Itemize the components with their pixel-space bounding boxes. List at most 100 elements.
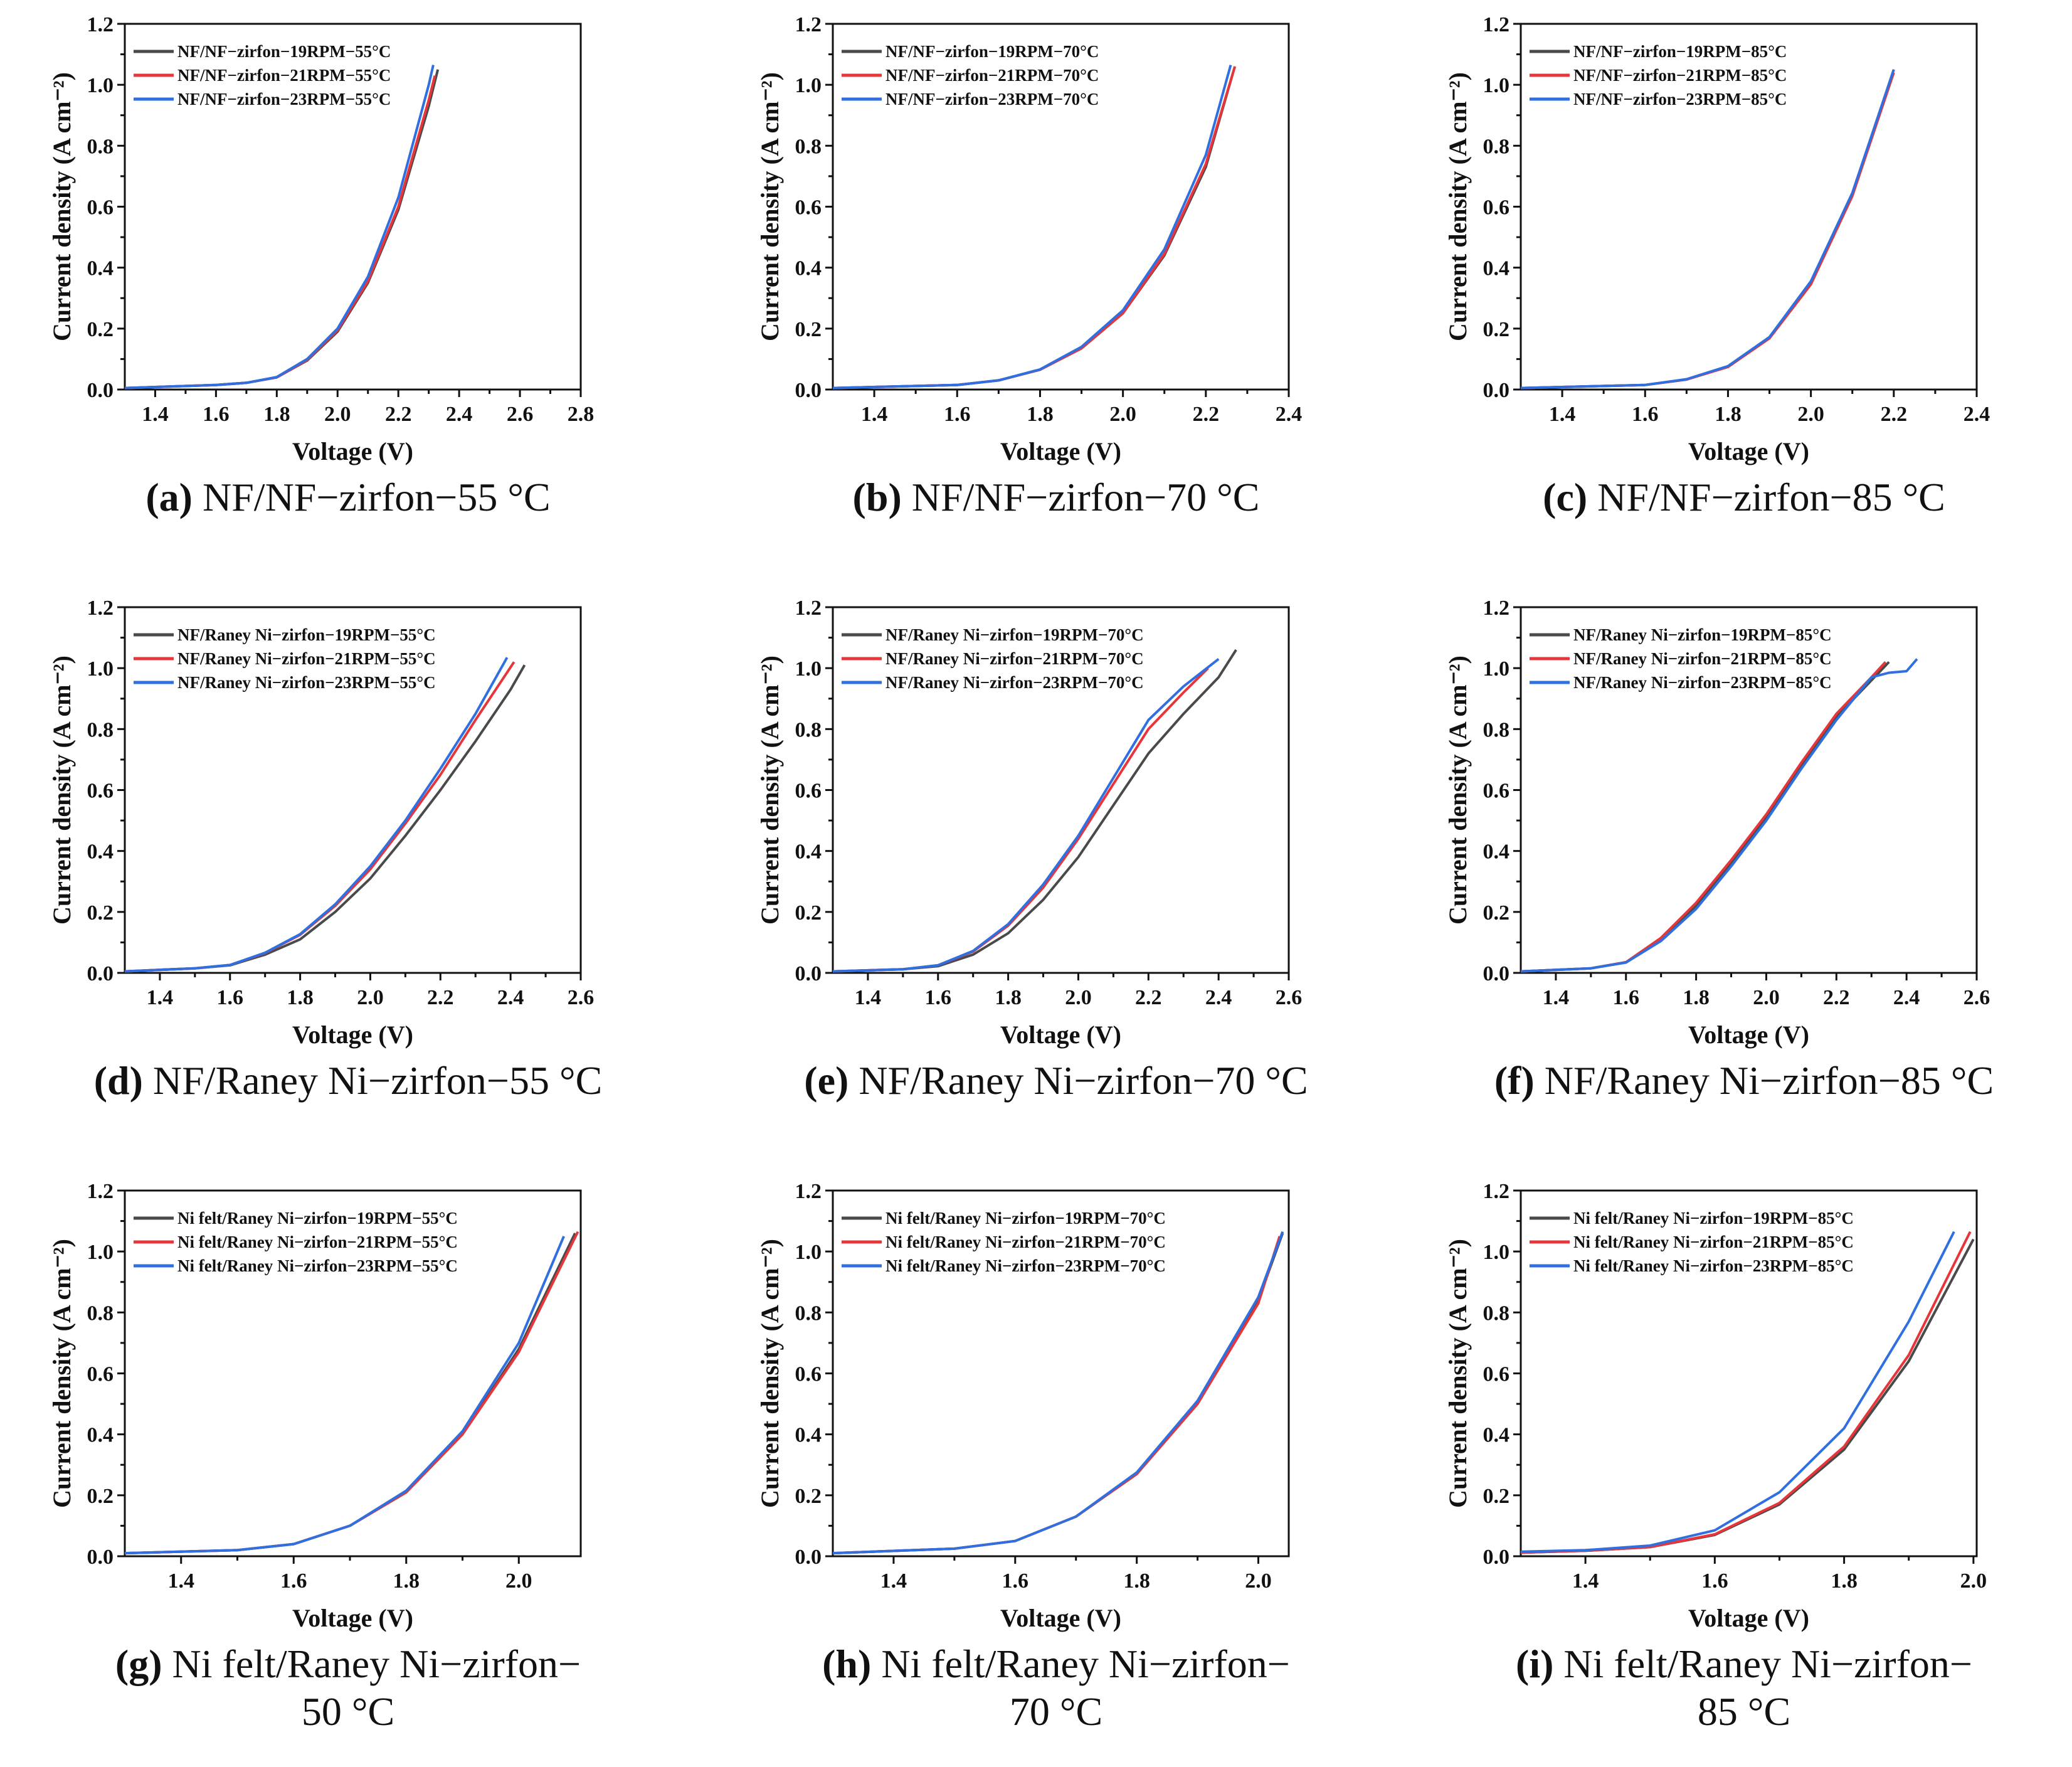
panel-caption: (d) NF/Raney Ni−zirfon−55 °C [0,1057,696,1105]
x-tick-label: 1.4 [1543,986,1570,1009]
panel-caption-text: NF/Raney Ni−zirfon−70 °C [848,1058,1308,1103]
y-tick-label: 0.4 [795,1424,822,1447]
chart-panel-e: 1.4 1.6 1.8 2.0 2.2 2.4 2.6 0.0 0.2 0.4 0.6 0.8 1.0 1… [708,583,1404,1167]
y-tick-label: 1.2 [1483,1180,1510,1203]
panel-letter: (d) [93,1058,143,1103]
x-tick-label: 1.6 [1613,986,1640,1009]
chart-svg: 1.4 1.6 1.8 2.0 2.2 2.4 2.6 2.8 0.0 0.2 0.4 0.6 0.8 1… [48,13,595,465]
y-tick-label: 1.2 [795,13,822,36]
panel-caption-text: Ni felt/Raney Ni−zirfon− [871,1642,1290,1686]
x-tick-label: 2.4 [1964,403,1990,426]
legend-label: NF/NF−zirfon−23RPM−70°C [885,90,1099,109]
y-axis-label: Current density (A cm⁻²) [1444,655,1472,925]
chart-panel-b: 1.4 1.6 1.8 2.0 2.2 2.4 0.0 0.2 0.4 0.6 0.8 1.0 1.2 V… [708,0,1404,583]
x-axis-label: Voltage (V) [1000,1021,1121,1049]
x-tick-label: 1.6 [1701,1569,1728,1593]
x-tick-label: 2.0 [1753,986,1780,1009]
series-line-3 [124,1236,565,1555]
legend-label: Ni felt/Raney Ni−zirfon−23RPM−70°C [885,1256,1166,1275]
y-tick-label: 1.2 [795,597,822,620]
series-line-3 [832,1231,1284,1555]
legend-label: NF/NF−zirfon−21RPM−55°C [177,66,391,85]
x-tick-label: 2.2 [385,403,412,426]
legend-label: NF/Raney Ni−zirfon−19RPM−85°C [1573,625,1832,644]
x-tick-label: 2.2 [1881,403,1908,426]
x-tick-label: 2.0 [1960,1569,1987,1593]
x-axis-label: Voltage (V) [292,1604,413,1632]
chart-panel-a: 1.4 1.6 1.8 2.0 2.2 2.4 2.6 2.8 0.0 0.2 0.4 0.6 0.8 1… [0,0,696,583]
y-tick-label: 0.8 [795,718,822,741]
x-axis-label: Voltage (V) [1688,437,1809,465]
series-line-3 [124,657,509,973]
y-tick-label: 1.2 [87,597,114,620]
x-tick-label: 2.4 [1205,986,1232,1009]
y-tick-label: 1.2 [87,13,114,36]
x-tick-label: 2.8 [568,403,595,426]
panel-caption: (e) NF/Raney Ni−zirfon−70 °C [708,1057,1404,1105]
x-tick-label: 1.8 [287,986,314,1009]
x-tick-label: 2.0 [1245,1569,1272,1593]
y-tick-label: 0.0 [87,962,114,985]
chart-svg: 1.4 1.6 1.8 2.0 2.2 2.4 0.0 0.2 0.4 0.6 0.8 1.0 1.2 V… [1444,13,1990,465]
panel-letter: (f) [1494,1058,1535,1103]
legend-label: NF/Raney Ni−zirfon−19RPM−70°C [885,625,1144,644]
chart-svg: 1.4 1.6 1.8 2.0 0.0 0.2 0.4 0.6 0.8 1.0 1.2 Voltage… [1444,1180,1987,1632]
y-tick-label: 1.0 [1483,657,1510,681]
x-tick-label: 2.2 [1135,986,1162,1009]
y-tick-label: 0.0 [1483,962,1510,985]
y-tick-label: 0.8 [795,135,822,158]
x-tick-label: 1.4 [1549,403,1576,426]
legend-label: Ni felt/Raney Ni−zirfon−21RPM−55°C [177,1233,458,1251]
x-tick-label: 1.4 [880,1569,907,1593]
x-tick-label: 2.4 [497,986,524,1009]
legend-label: NF/Raney Ni−zirfon−23RPM−55°C [177,673,436,692]
y-axis-label: Current density (A cm⁻²) [48,1239,76,1508]
panel-letter: (e) [804,1058,849,1103]
y-tick-label: 0.4 [1483,841,1510,864]
y-tick-label: 1.0 [795,1241,822,1264]
x-tick-label: 1.8 [1715,403,1742,426]
x-axis-label: Voltage (V) [292,437,413,465]
x-tick-label: 2.0 [1109,403,1136,426]
x-tick-label: 1.8 [1027,403,1054,426]
y-tick-label: 1.0 [87,74,114,97]
y-axis-label: Current density (A cm⁻²) [1444,72,1472,341]
x-axis-label: Voltage (V) [1688,1604,1809,1632]
legend-label: NF/NF−zirfon−19RPM−55°C [177,42,391,61]
legend-label: Ni felt/Raney Ni−zirfon−19RPM−85°C [1573,1209,1854,1228]
panel-caption-text: Ni felt/Raney Ni−zirfon− [162,1642,581,1686]
x-tick-label: 2.0 [1797,403,1824,426]
x-tick-label: 1.4 [855,986,882,1009]
panel-letter: (h) [822,1642,872,1686]
x-axis-label: Voltage (V) [1000,437,1121,465]
y-tick-label: 0.4 [87,841,114,864]
x-axis-label: Voltage (V) [1000,1604,1121,1632]
x-tick-label: 1.8 [995,986,1022,1009]
panel-caption-text: Ni felt/Raney Ni−zirfon− [1553,1642,1972,1686]
chart-panel-g: 1.4 1.6 1.8 2.0 0.0 0.2 0.4 0.6 0.8 1.0 1.2 Voltage… [0,1167,696,1750]
y-axis-label: Current density (A cm⁻²) [48,655,76,925]
y-tick-label: 0.8 [795,1302,822,1325]
legend-label: Ni felt/Raney Ni−zirfon−23RPM−85°C [1573,1256,1854,1275]
legend-label: NF/Raney Ni−zirfon−19RPM−55°C [177,625,436,644]
y-tick-label: 1.0 [87,1241,114,1264]
legend-label: Ni felt/Raney Ni−zirfon−19RPM−70°C [885,1209,1166,1228]
y-tick-label: 0.0 [795,962,822,985]
x-tick-label: 1.6 [1002,1569,1029,1593]
x-tick-label: 2.0 [324,403,351,426]
panel-caption-text-cont: 70 °C [1009,1689,1103,1734]
y-tick-label: 0.8 [1483,718,1510,741]
y-tick-label: 0.0 [87,1546,114,1569]
y-axis-label: Current density (A cm⁻²) [756,655,784,925]
x-tick-label: 2.6 [568,986,595,1009]
y-tick-label: 0.8 [87,1302,114,1325]
y-tick-label: 0.2 [795,901,822,925]
panel-letter: (b) [852,475,902,519]
y-axis-label: Current density (A cm⁻²) [756,1239,784,1508]
y-axis-label: Current density (A cm⁻²) [48,72,76,341]
series-line-3 [124,65,435,390]
panel-caption: (h) Ni felt/Raney Ni−zirfon− 70 °C [708,1640,1404,1736]
x-tick-label: 1.4 [168,1569,195,1593]
x-tick-label: 1.6 [203,403,230,426]
series-line-2 [124,1231,579,1555]
